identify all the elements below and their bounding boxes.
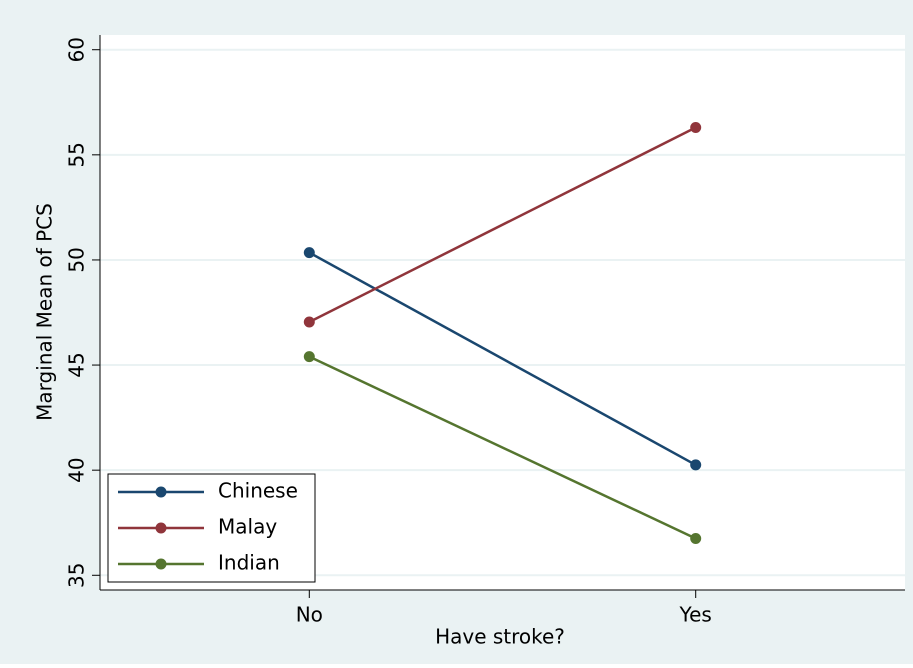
legend-label: Malay [218, 515, 277, 539]
x-tick-label: Yes [679, 603, 712, 627]
series-line [308, 355, 697, 540]
legend-marker [155, 522, 167, 534]
y-tick-label: 45 [65, 352, 89, 377]
y-tick-label: 55 [65, 142, 89, 167]
legend-marker [155, 558, 167, 570]
data-point [303, 247, 315, 259]
y-axis-title: Marginal Mean of PCS [33, 203, 57, 421]
data-point [303, 351, 315, 363]
data-point [303, 316, 315, 328]
y-tick-label: 60 [65, 37, 89, 62]
data-point [690, 459, 702, 471]
legend-label: Chinese [218, 479, 298, 503]
series-line [308, 126, 697, 324]
legend-marker [155, 486, 167, 498]
series-line [308, 251, 697, 467]
legend-label: Indian [218, 551, 280, 575]
y-tick-label: 50 [65, 247, 89, 272]
y-tick-label: 35 [65, 563, 89, 588]
y-tick-label: 40 [65, 457, 89, 482]
x-tick-label: No [296, 603, 323, 627]
data-point [690, 122, 702, 133]
data-point [690, 532, 702, 544]
x-axis-title: Have stroke? [435, 625, 565, 649]
